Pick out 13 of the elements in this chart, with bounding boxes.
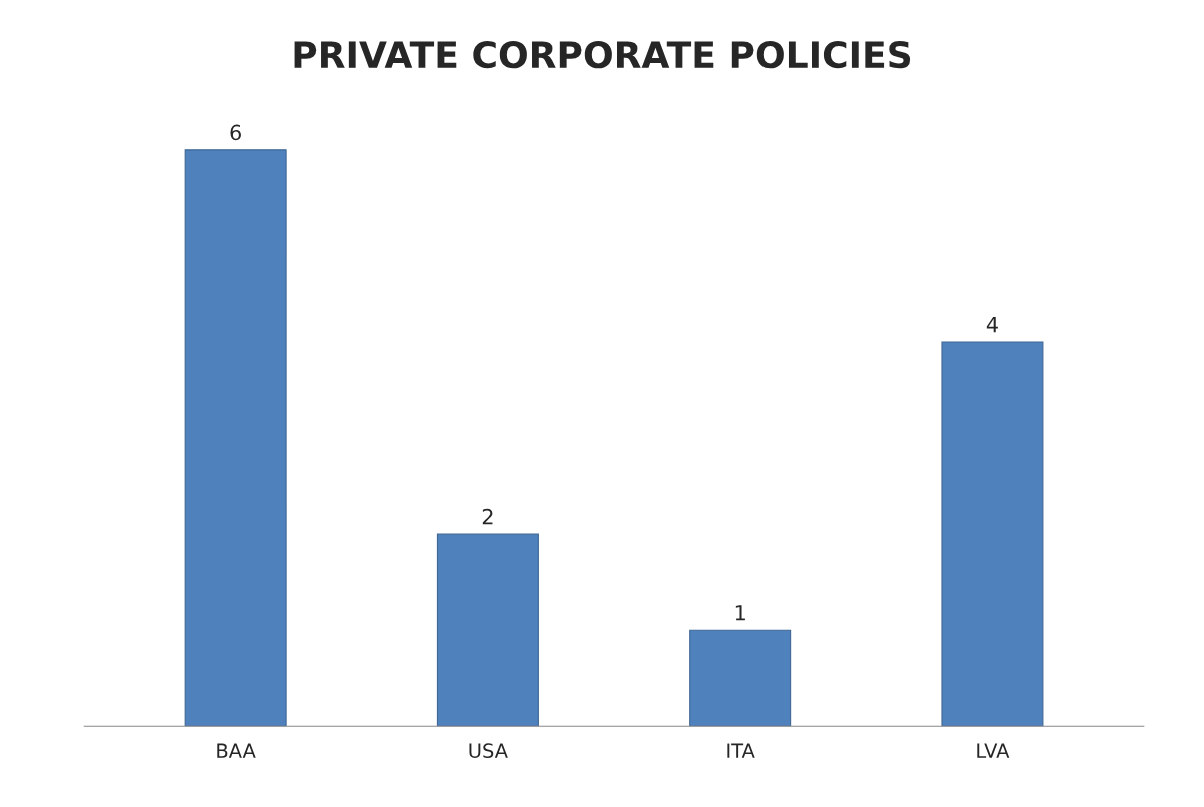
data-label: 2 <box>482 508 493 525</box>
x-tick-label: BAA <box>217 743 256 758</box>
bar <box>184 149 287 727</box>
x-tick-label: ITA <box>727 743 755 758</box>
bar <box>436 533 539 727</box>
bar <box>941 341 1044 727</box>
x-tick-label: LVA <box>977 743 1010 758</box>
x-tick-label: USA <box>469 743 508 759</box>
data-label: 1 <box>735 605 745 621</box>
chart-title: PRIVATE CORPORATE POLICIES <box>294 40 911 69</box>
data-label: 6 <box>230 124 241 141</box>
data-label: 4 <box>986 316 998 333</box>
bar <box>689 629 792 727</box>
